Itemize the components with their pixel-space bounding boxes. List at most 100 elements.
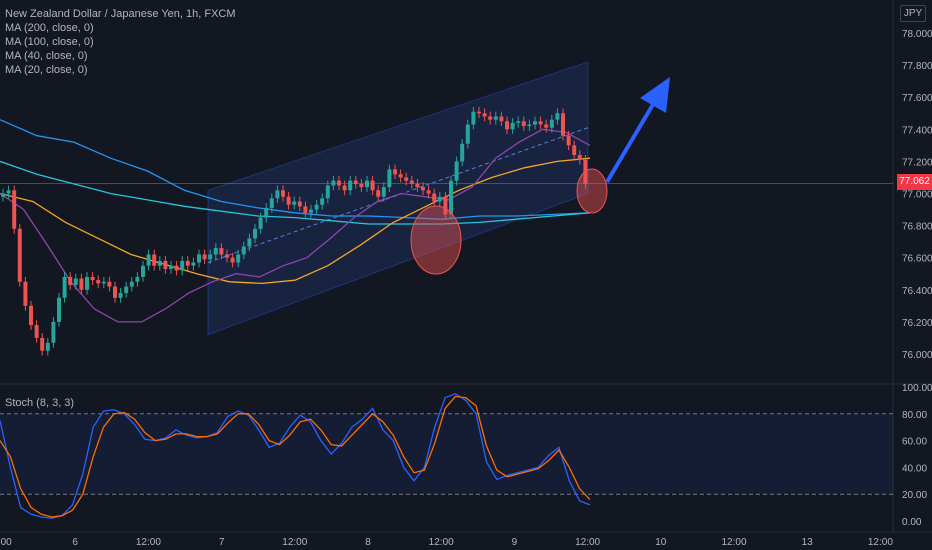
candle bbox=[258, 217, 263, 229]
candle bbox=[577, 154, 582, 160]
candle bbox=[566, 135, 571, 146]
candle bbox=[521, 121, 526, 127]
forecast-arrow-shaft bbox=[605, 99, 657, 184]
candle bbox=[353, 180, 358, 184]
candle bbox=[208, 254, 213, 260]
candle bbox=[124, 286, 129, 293]
forecast-arrow-head bbox=[640, 77, 670, 113]
candle bbox=[163, 260, 168, 269]
candle bbox=[101, 281, 106, 284]
candle bbox=[152, 254, 157, 266]
candle bbox=[169, 265, 173, 269]
time-tick-label: 12:00 bbox=[282, 537, 307, 548]
ma100-line bbox=[0, 160, 591, 225]
candle bbox=[510, 122, 515, 130]
price-tick-label: 76.400 bbox=[902, 286, 932, 297]
candle bbox=[51, 321, 56, 343]
ma20-line bbox=[0, 128, 591, 323]
candle bbox=[113, 286, 117, 298]
candle bbox=[135, 276, 140, 282]
candle bbox=[370, 180, 375, 191]
candle bbox=[45, 342, 50, 351]
candle bbox=[40, 337, 45, 351]
candle bbox=[555, 113, 560, 120]
ma200-line bbox=[0, 119, 591, 220]
candle bbox=[421, 187, 425, 191]
ma200-label: MA (200, close, 0) bbox=[5, 22, 94, 34]
ma100-label: MA (100, close, 0) bbox=[5, 36, 94, 48]
candle bbox=[253, 228, 257, 239]
price-tick-label: 77.200 bbox=[902, 157, 932, 168]
time-tick-label: 7 bbox=[219, 537, 225, 548]
candle bbox=[68, 276, 73, 285]
candle bbox=[29, 305, 33, 326]
candle bbox=[527, 124, 532, 127]
candle bbox=[325, 185, 330, 199]
candle bbox=[342, 185, 347, 191]
candle bbox=[538, 121, 543, 125]
candle bbox=[146, 254, 151, 266]
candle bbox=[247, 238, 252, 247]
candle bbox=[331, 180, 336, 186]
candle bbox=[85, 276, 89, 290]
candle bbox=[549, 119, 554, 128]
candle bbox=[583, 159, 588, 184]
candle bbox=[264, 207, 269, 218]
candle bbox=[73, 278, 78, 285]
candle bbox=[359, 183, 364, 188]
candle bbox=[202, 254, 207, 260]
candle bbox=[107, 281, 112, 287]
candle bbox=[365, 180, 369, 188]
candle bbox=[17, 228, 22, 282]
candle bbox=[488, 116, 493, 120]
candle bbox=[157, 260, 162, 266]
candle bbox=[544, 124, 549, 128]
candle bbox=[314, 204, 319, 210]
ascending-channel bbox=[207, 61, 589, 336]
currency-button[interactable]: JPY bbox=[900, 5, 926, 22]
price-tick-label: 77.000 bbox=[902, 190, 932, 201]
chart-legend: New Zealand Dollar / Japanese Yen, 1h, F… bbox=[5, 7, 236, 77]
candle bbox=[376, 190, 381, 197]
time-tick-label: 12:00 bbox=[429, 537, 454, 548]
candle bbox=[236, 254, 241, 263]
candle bbox=[432, 193, 437, 202]
price-tick-label: 76.000 bbox=[902, 350, 932, 361]
candle bbox=[443, 196, 448, 215]
candle bbox=[499, 116, 504, 122]
candle bbox=[57, 297, 61, 322]
candle bbox=[62, 276, 67, 298]
candle bbox=[129, 281, 134, 287]
candle bbox=[225, 254, 229, 258]
candle bbox=[79, 278, 84, 290]
candle bbox=[471, 111, 476, 125]
price-tick-label: 77.800 bbox=[902, 61, 932, 72]
price-tick-label: 77.400 bbox=[902, 125, 932, 136]
candle bbox=[482, 113, 487, 117]
candle bbox=[516, 121, 521, 123]
price-tick-label: 76.800 bbox=[902, 222, 932, 233]
candle bbox=[320, 198, 325, 205]
stoch-tick-label: 100.00 bbox=[902, 383, 932, 394]
candle bbox=[141, 265, 145, 277]
candle bbox=[275, 190, 280, 199]
stoch-d-line bbox=[0, 395, 591, 518]
time-tick-label: 2:00 bbox=[0, 537, 12, 548]
stoch-title: Stoch (8, 3, 3) bbox=[5, 397, 75, 409]
candle bbox=[269, 198, 274, 208]
price-tick-label: 76.600 bbox=[902, 254, 932, 265]
price-tick-label: 78.000 bbox=[902, 29, 932, 40]
candle bbox=[381, 187, 386, 197]
candle bbox=[219, 248, 224, 255]
candle bbox=[281, 190, 285, 197]
candle bbox=[561, 113, 565, 136]
stoch-tick-label: 40.00 bbox=[902, 463, 927, 474]
price-tick-label: 76.200 bbox=[902, 318, 932, 329]
candle bbox=[241, 246, 246, 255]
candle bbox=[12, 190, 17, 229]
stoch-band-fill bbox=[0, 413, 893, 495]
candle bbox=[460, 143, 465, 162]
time-tick-label: 12:00 bbox=[868, 537, 893, 548]
candle bbox=[465, 124, 470, 144]
